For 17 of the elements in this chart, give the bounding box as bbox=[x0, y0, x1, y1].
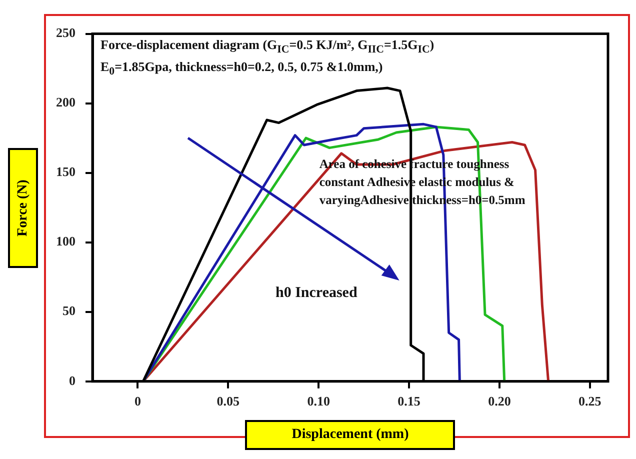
x-tick-label: 0.15 bbox=[398, 394, 421, 409]
chart-title: Force-displacement diagram (G$_{IC}$=0.5 KJ/m², G$_{IIC}$=1.5G$_{IC}$) bbox=[100, 36, 434, 58]
x-tick-label: 0 bbox=[134, 394, 141, 409]
y-tick-label: 50 bbox=[62, 303, 76, 318]
x-tick-label: 0.25 bbox=[578, 394, 602, 409]
x-tick-label: 0.05 bbox=[216, 394, 240, 409]
x-axis-title: Displacement (mm) bbox=[245, 420, 456, 450]
y-tick-label: 0 bbox=[69, 372, 76, 388]
y-tick-label: 100 bbox=[56, 234, 76, 249]
text: E$_{0}$=1.85Gpa, thickness=h0=0.2, 0.5, 0.75 &1.0mm,) bbox=[100, 58, 384, 80]
y-tick-label: 200 bbox=[56, 94, 76, 110]
x-tick-label: 0.10 bbox=[307, 394, 330, 409]
y-axis-title: Force (N) bbox=[15, 179, 31, 236]
x-tick-label: 0.20 bbox=[488, 394, 511, 409]
annotation: h0 Increased bbox=[276, 284, 358, 302]
y-tick-label: 150 bbox=[56, 164, 76, 180]
y-tick-label: 250 bbox=[56, 25, 76, 40]
